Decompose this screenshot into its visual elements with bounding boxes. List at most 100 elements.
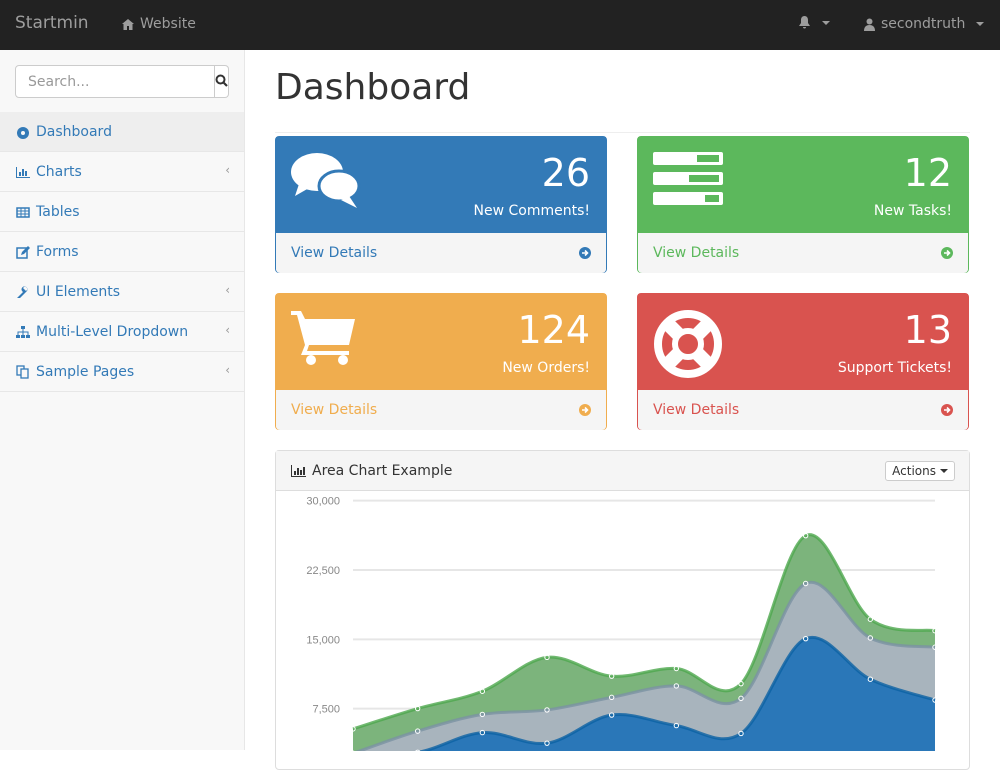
view-details-link[interactable]: View Details xyxy=(638,390,968,430)
sidebar-item-label: Forms xyxy=(36,243,79,260)
data-point[interactable] xyxy=(608,712,615,718)
actions-label: Actions xyxy=(892,464,936,478)
data-point[interactable] xyxy=(932,627,938,634)
wrench-icon xyxy=(16,285,30,299)
card-label: Support Tickets! xyxy=(837,360,952,376)
data-point[interactable] xyxy=(738,680,744,687)
sidebar-item-multi-level-dropdown[interactable]: Multi-Level Dropdown ‹ xyxy=(0,312,244,352)
search-input[interactable] xyxy=(15,65,215,98)
website-link[interactable]: Website xyxy=(122,16,196,32)
data-point[interactable] xyxy=(673,665,680,672)
user-dropdown[interactable]: secondtruth xyxy=(864,16,985,32)
data-point[interactable] xyxy=(608,673,615,679)
table-icon xyxy=(16,205,30,219)
sidebar-item-dashboard[interactable]: Dashboard xyxy=(0,112,244,152)
sidebar-menu: Dashboard Charts ‹ Tables Forms UI Elements ‹ M… xyxy=(0,112,244,392)
data-point[interactable] xyxy=(738,730,744,737)
y-tick-label: 30,000 xyxy=(306,496,340,508)
card-heading: 13 Support Tickets! xyxy=(638,294,968,390)
page-title: Dashboard xyxy=(275,67,970,133)
alerts-dropdown[interactable] xyxy=(798,16,830,29)
y-tick-label: 15,000 xyxy=(306,634,340,646)
brand[interactable]: Startmin xyxy=(15,13,89,33)
view-details-link[interactable]: View Details xyxy=(276,233,606,273)
shopping-cart-icon xyxy=(291,309,357,369)
edit-icon xyxy=(16,245,30,259)
chevron-left-icon: ‹ xyxy=(225,323,230,337)
sidebar-item-label: Multi-Level Dropdown xyxy=(36,323,189,340)
life-ring-icon xyxy=(653,309,723,383)
bar-chart-icon xyxy=(291,464,306,477)
view-details-label: View Details xyxy=(653,402,740,418)
card-label: New Orders! xyxy=(502,360,590,376)
sitemap-icon xyxy=(16,325,30,339)
data-point[interactable] xyxy=(479,688,486,694)
data-point[interactable] xyxy=(673,722,680,729)
card-heading: 12 New Tasks! xyxy=(638,137,968,233)
stat-card-new-comments: 26 New Comments! View Details xyxy=(275,136,607,273)
data-point[interactable] xyxy=(867,676,874,682)
data-point[interactable] xyxy=(544,740,550,746)
series-line-1 xyxy=(416,635,936,751)
caret-down-icon xyxy=(940,469,948,473)
area-chart: 7,500 15,000 22,500 30,000 xyxy=(306,496,938,751)
comments-icon xyxy=(291,152,361,214)
data-point[interactable] xyxy=(350,726,356,732)
card-heading: 124 New Orders! xyxy=(276,294,606,390)
data-point[interactable] xyxy=(544,707,550,713)
card-label: New Comments! xyxy=(473,203,590,219)
card-count: 26 xyxy=(541,151,590,195)
data-point[interactable] xyxy=(673,683,680,689)
sidebar-item-charts[interactable]: Charts ‹ xyxy=(0,152,244,192)
data-point[interactable] xyxy=(802,580,809,587)
data-point[interactable] xyxy=(802,635,809,642)
data-point[interactable] xyxy=(738,695,744,702)
stat-card-support-tickets: 13 Support Tickets! View Details xyxy=(637,293,969,430)
data-point[interactable] xyxy=(932,697,938,703)
data-point[interactable] xyxy=(867,635,874,641)
series-line-2 xyxy=(355,580,936,751)
view-details-link[interactable]: View Details xyxy=(638,233,968,273)
chevron-left-icon: ‹ xyxy=(225,283,230,297)
data-point[interactable] xyxy=(867,616,874,622)
data-point[interactable] xyxy=(414,728,421,734)
website-label: Website xyxy=(140,16,196,32)
data-point[interactable] xyxy=(608,694,615,701)
caret-down-icon xyxy=(822,20,830,25)
sidebar-item-sample-pages[interactable]: Sample Pages ‹ xyxy=(0,352,244,392)
sidebar-item-tables[interactable]: Tables xyxy=(0,192,244,232)
data-point[interactable] xyxy=(479,711,486,718)
y-tick-label: 22,500 xyxy=(306,565,340,577)
search-button[interactable] xyxy=(215,65,229,98)
arrow-circle-right-icon xyxy=(941,247,953,259)
bell-icon xyxy=(799,16,810,29)
arrow-circle-right-icon xyxy=(579,404,591,416)
card-label: New Tasks! xyxy=(873,203,952,219)
card-heading: 26 New Comments! xyxy=(276,137,606,233)
sidebar-item-label: Sample Pages xyxy=(36,363,135,380)
card-count: 12 xyxy=(903,151,952,195)
view-details-link[interactable]: View Details xyxy=(276,390,606,430)
username: secondtruth xyxy=(881,16,966,32)
data-point[interactable] xyxy=(932,644,938,650)
data-point[interactable] xyxy=(802,532,809,539)
sidebar-item-ui-elements[interactable]: UI Elements ‹ xyxy=(0,272,244,312)
sidebar-item-label: UI Elements xyxy=(36,283,121,300)
data-point[interactable] xyxy=(414,705,421,712)
chevron-left-icon: ‹ xyxy=(225,363,230,377)
search-icon xyxy=(215,74,228,87)
caret-down-icon xyxy=(976,22,985,26)
area-series-1 xyxy=(423,637,935,751)
user-icon xyxy=(864,18,875,31)
stat-card-new-orders: 124 New Orders! View Details xyxy=(275,293,607,430)
arrow-circle-right-icon xyxy=(579,247,591,259)
actions-dropdown[interactable]: Actions xyxy=(885,461,955,481)
dashboard-icon xyxy=(16,125,30,139)
data-point[interactable] xyxy=(544,654,550,661)
sidebar-search xyxy=(15,65,229,98)
data-point[interactable] xyxy=(479,729,486,736)
sidebar-item-label: Dashboard xyxy=(36,123,112,140)
view-details-label: View Details xyxy=(291,402,378,418)
sidebar-item-forms[interactable]: Forms xyxy=(0,232,244,272)
